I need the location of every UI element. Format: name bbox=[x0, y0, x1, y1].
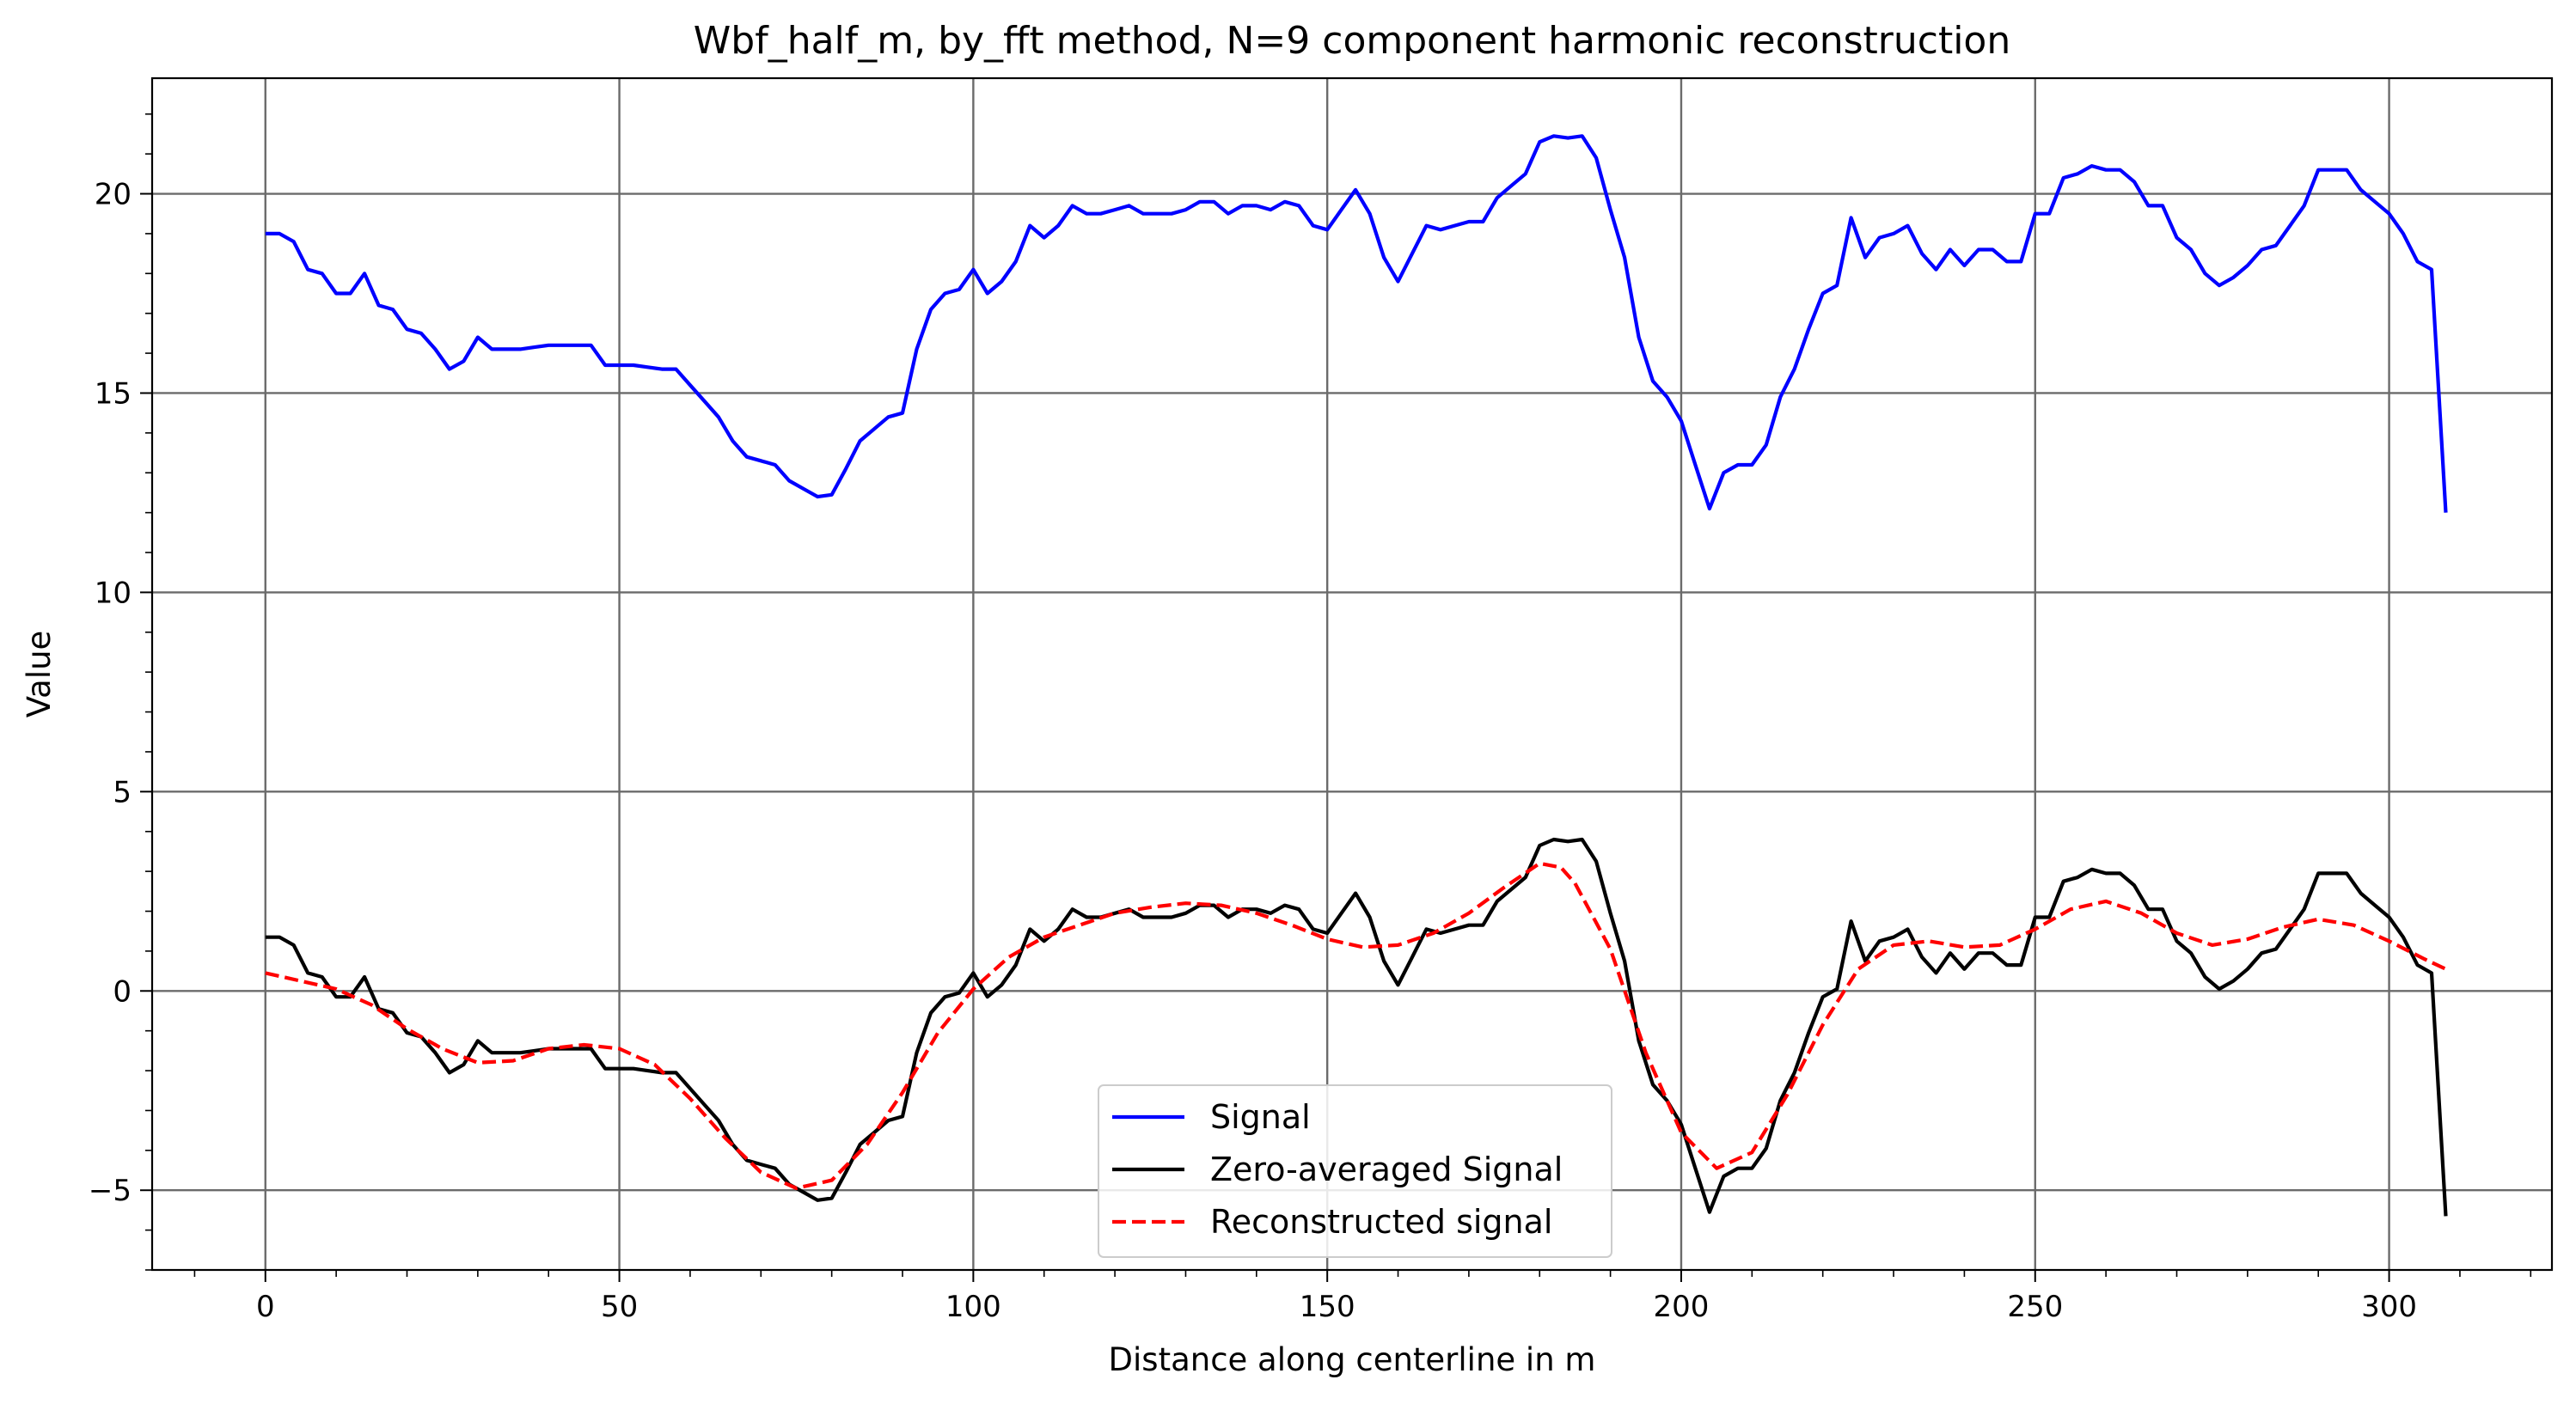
y-tick-label: 15 bbox=[95, 376, 132, 411]
x-tick-label: 150 bbox=[1300, 1290, 1355, 1324]
y-tick-label: 5 bbox=[113, 775, 132, 809]
series-line-signal bbox=[265, 134, 2448, 513]
plot-frame bbox=[150, 76, 2554, 1272]
legend-label-signal: Signal bbox=[1210, 1098, 1311, 1136]
chart-title: Wbf_half_m, by_fft method, N=9 component… bbox=[694, 19, 2010, 63]
x-axis-label: Distance along centerline in m bbox=[1109, 1341, 1596, 1378]
legend-label-zero-averaged-signal: Zero-averaged Signal bbox=[1210, 1151, 1563, 1188]
series-line-zero-averaged-signal bbox=[265, 837, 2448, 1217]
plot-lines bbox=[265, 134, 2448, 1217]
y-tick-label: 10 bbox=[95, 576, 132, 610]
x-tick-label: 100 bbox=[945, 1290, 1001, 1324]
axis-ticks: 0 50 100 150 200 250 300 −5 0 5 10 15 20 bbox=[89, 113, 2532, 1324]
x-tick-label: 300 bbox=[2361, 1290, 2417, 1324]
grid bbox=[152, 78, 2552, 1270]
y-tick-label: −5 bbox=[89, 1174, 132, 1208]
legend-label-reconstructed-signal: Reconstructed signal bbox=[1210, 1203, 1552, 1241]
legend-box bbox=[1098, 1084, 1612, 1258]
x-tick-label: 250 bbox=[2007, 1290, 2063, 1324]
x-tick-label: 200 bbox=[1654, 1290, 1710, 1324]
legend: Signal Zero-averaged Signal Reconstructed … bbox=[1098, 1084, 1612, 1258]
x-tick-label: 0 bbox=[256, 1290, 275, 1324]
y-axis-label: Value bbox=[21, 631, 58, 718]
series-line-reconstructed-signal bbox=[265, 861, 2447, 1191]
y-tick-label: 0 bbox=[113, 974, 132, 1009]
y-tick-label: 20 bbox=[95, 178, 132, 212]
x-tick-label: 50 bbox=[601, 1290, 638, 1324]
